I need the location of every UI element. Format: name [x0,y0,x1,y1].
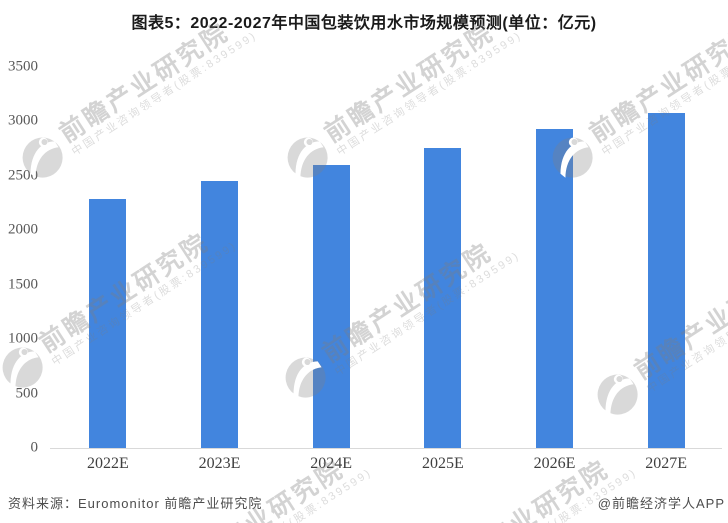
bar-slot-2024E [275,67,387,448]
y-tick-label-0: 0 [30,439,39,456]
bar-slot-2025E [387,67,499,448]
bar-2026E [536,129,574,448]
x-tick-label-2023E: 2023E [198,455,241,472]
x-tick-label-2026E: 2026E [533,455,576,472]
y-tick-label-1500: 1500 [8,276,38,293]
x-tick-label-2025E: 2025E [421,455,464,472]
bar-slot-2027E [610,67,722,448]
y-tick-label-3500: 3500 [8,58,38,75]
chart-title: 图表5：2022-2027年中国包装饮用水市场规模预测(单位：亿元) [131,15,597,32]
footer-credit: @前瞻经济学人APP [597,496,725,511]
bar-2024E [312,164,350,448]
y-tick-label-3000: 3000 [8,112,38,129]
plot-area [52,67,722,448]
x-axis-labels: 2022E 2023E 2024E 2025E 2026E 2027E [52,454,722,473]
bar-slot-2023E [164,67,276,448]
bar-slot-2026E [499,67,611,448]
y-tick-label-2000: 2000 [8,221,38,238]
x-tick-label-2027E: 2027E [645,455,688,472]
y-axis: 0 500 1000 1500 2000 2500 3000 3500 [0,59,44,455]
bar-slot-2022E [52,67,164,448]
footer-source: 资料来源：Euromonitor 前瞻产业研究院 [8,496,263,511]
bar-2022E [89,198,127,448]
bar-2027E [647,112,685,448]
x-tick-label-2022E: 2022E [86,455,129,472]
y-tick-label-1000: 1000 [8,330,38,347]
y-tick-label-2500: 2500 [8,167,38,184]
bar-2023E [201,181,238,448]
bar-2025E [424,147,462,448]
x-axis-line [50,448,722,449]
y-tick-label-500: 500 [15,385,39,402]
x-tick-label-2024E: 2024E [310,455,353,472]
